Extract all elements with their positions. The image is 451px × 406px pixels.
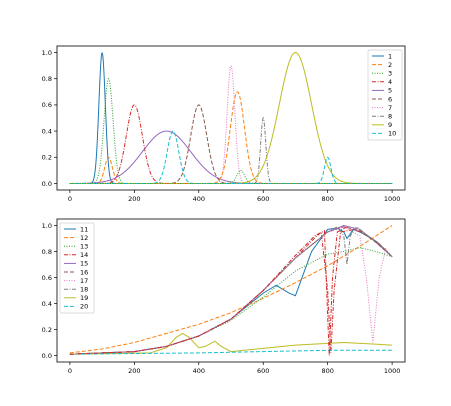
y-tick-label: 0.2	[42, 326, 52, 334]
series-line-11	[69, 227, 393, 355]
y-tick-label: 0.8	[42, 75, 52, 83]
series-line-5	[69, 130, 393, 184]
legend-entry: 19	[80, 294, 88, 302]
legend-entry: 14	[80, 251, 88, 259]
legend-entry: 13	[80, 243, 88, 251]
series-line-12	[69, 225, 393, 354]
legend-entry: 4	[388, 78, 392, 86]
legend-entry: 2	[388, 61, 392, 69]
x-tick-label: 200	[128, 195, 140, 203]
legend-entry: 9	[388, 121, 392, 129]
legend-entry: 15	[80, 260, 88, 268]
series-line-4	[69, 104, 393, 184]
series-line-16	[69, 226, 393, 355]
y-tick-label: 0.6	[42, 274, 52, 282]
x-tick-label: 800	[321, 367, 333, 375]
series-line-15	[69, 224, 393, 355]
x-tick-label: 800	[321, 195, 333, 203]
x-tick-label: 0	[68, 367, 72, 375]
series-line	[69, 130, 393, 184]
y-tick-label: 0.6	[42, 101, 52, 109]
x-tick-label: 0	[68, 195, 72, 203]
y-tick-label: 0.0	[42, 352, 52, 360]
series-line-8	[69, 116, 393, 184]
legend-entry: 20	[80, 303, 88, 311]
series-line-14	[69, 228, 393, 355]
legend-entry: 1	[388, 52, 392, 60]
legend-entry: 6	[388, 95, 392, 103]
legend-entry: 18	[80, 286, 88, 294]
x-tick-label: 400	[193, 367, 205, 375]
y-tick-label: 0.8	[42, 248, 52, 256]
legend-entry: 16	[80, 268, 88, 276]
x-tick-label: 200	[128, 367, 140, 375]
y-tick-label: 0.4	[42, 127, 52, 135]
series-line-19	[69, 332, 393, 355]
y-tick-label: 0.2	[42, 154, 52, 162]
chart-1: 0 200 400 600 800 1000 0.0 0.2 0.4 0.6 0.8 1.0 12345…	[42, 45, 406, 203]
series-line-18	[69, 226, 393, 355]
legend-entry: 3	[388, 70, 392, 78]
series-line-17	[69, 226, 393, 355]
series-line-6	[69, 104, 393, 184]
legend-entry: 8	[388, 113, 392, 121]
x-tick-label: 600	[257, 195, 269, 203]
legend-entry: 11	[80, 225, 88, 233]
x-tick-label: 1000	[384, 367, 401, 375]
series-line-9	[69, 52, 393, 184]
x-tick-label: 600	[257, 367, 269, 375]
series-line-3	[69, 77, 393, 184]
plot-area	[69, 52, 393, 184]
y-tick-label: 1.0	[42, 49, 52, 57]
y-tick-label: 1.0	[42, 222, 52, 230]
series-line-1	[69, 52, 393, 184]
series-line	[69, 91, 393, 184]
plot-area	[69, 224, 393, 356]
axes-frame	[56, 45, 406, 191]
legend-entry: 5	[388, 87, 392, 95]
x-tick-label: 1000	[384, 195, 401, 203]
legend-entry: 12	[80, 234, 88, 242]
legend-entry: 17	[80, 277, 88, 285]
series-line-13	[69, 247, 393, 355]
y-tick-label: 0.0	[42, 180, 52, 188]
x-tick-label: 400	[193, 195, 205, 203]
series-line	[69, 226, 348, 356]
y-tick-label: 0.4	[42, 300, 52, 308]
legend-entry: 10	[388, 130, 396, 138]
legend-entry: 7	[388, 104, 392, 112]
axes-frame	[56, 218, 406, 363]
